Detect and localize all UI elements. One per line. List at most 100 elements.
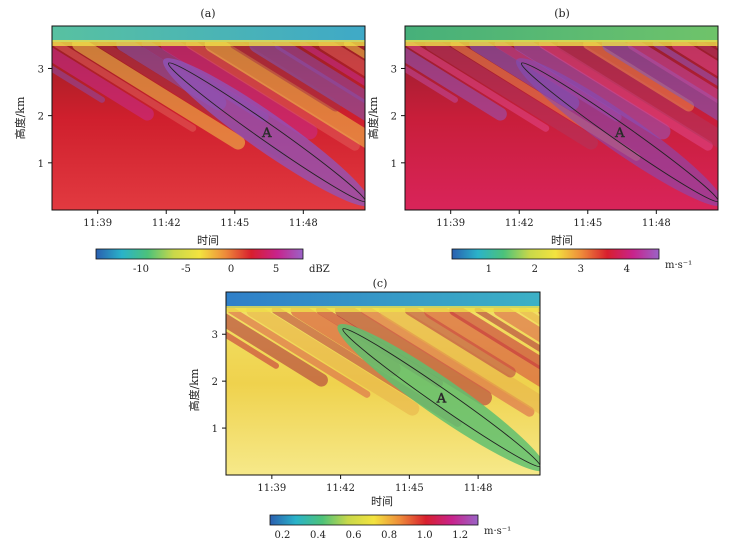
colorbar-tick-label: -5 <box>181 264 191 275</box>
field-streak <box>406 40 550 132</box>
colorbar-tick-label: 4 <box>624 264 630 275</box>
panel-a: (a) 11:39 11:42 11:45 11:48 1 2 3 时间 高度/km A -… <box>13 7 366 275</box>
plot-frame <box>51 25 366 211</box>
colorbar-tick-label: 1.2 <box>452 530 468 541</box>
x-tick-label: 11:42 <box>152 218 181 229</box>
field-streak <box>537 304 540 316</box>
field-streak <box>226 331 279 369</box>
y-tick-label: 2 <box>391 112 397 123</box>
colorbar-tick-label: 2 <box>532 264 538 275</box>
y-tick-label: 3 <box>212 330 218 341</box>
axis-ticks: 11:39 11:42 11:45 11:48 1 2 3 <box>391 64 671 229</box>
colorbar: 1 2 3 4 m·s⁻¹ <box>451 248 692 275</box>
field-streak <box>423 301 540 388</box>
cloud-top-band <box>405 26 718 42</box>
field-streak <box>601 35 718 121</box>
colorbar-tick-label: 0 <box>228 264 234 275</box>
field-streak <box>627 38 718 104</box>
x-tick-label: 11:48 <box>289 218 318 229</box>
field-streak <box>513 36 671 140</box>
cloud-top-edge <box>52 40 365 46</box>
heatmap-field <box>52 26 365 210</box>
field-streak <box>299 41 365 87</box>
feature-region <box>516 58 718 207</box>
field-streak <box>657 310 747 392</box>
colorbar-unit: m·s⁻¹ <box>484 526 511 537</box>
colorbar: 0.2 0.4 0.6 0.8 1.0 1.2 m·s⁻¹ <box>269 514 511 541</box>
field-streak <box>474 307 540 353</box>
field-streak <box>318 37 365 77</box>
colorbar: -10 -5 0 5 dBZ <box>95 248 330 275</box>
field-streak <box>449 304 540 370</box>
cloud-top-band <box>226 292 540 308</box>
y-tick-label: 3 <box>391 64 397 75</box>
field-streak <box>52 47 154 121</box>
x-tick-label: 11:42 <box>505 218 534 229</box>
feature-region <box>337 323 540 472</box>
field-streak <box>379 301 540 415</box>
field-streak <box>227 306 371 398</box>
panel-label: (c) <box>373 277 388 290</box>
panel-label: (a) <box>200 7 215 20</box>
x-tick-label: 11:48 <box>642 218 671 229</box>
field-streak <box>204 35 365 149</box>
field-streak <box>671 37 718 77</box>
colorbar-ramp <box>269 514 479 526</box>
annotation-ellipse <box>520 62 719 202</box>
colorbar-tick-label: 0.6 <box>346 530 362 541</box>
x-tick-label: 11:39 <box>257 483 286 494</box>
field-streak <box>538 39 713 151</box>
x-tick-label: 11:45 <box>573 218 602 229</box>
colorbar-ramp <box>451 248 660 260</box>
field-streak <box>590 310 747 418</box>
x-tick-label: 11:39 <box>83 218 112 229</box>
y-axis-title: 高度/km <box>13 96 27 139</box>
annotation-label: A <box>436 392 447 407</box>
x-tick-label: 11:39 <box>436 218 465 229</box>
annotation-label: A <box>261 126 272 141</box>
x-axis-title: 时间 <box>197 234 219 247</box>
colorbar-tick-label: 5 <box>273 264 279 275</box>
colorbar-tick-label: 0.4 <box>310 530 326 541</box>
field-streak <box>335 302 492 406</box>
field-streak <box>52 65 105 103</box>
colorbar-tick-label: 0.8 <box>381 530 397 541</box>
field-streak <box>405 47 507 121</box>
y-axis-title: 高度/km <box>366 96 380 139</box>
field-streak <box>246 303 420 416</box>
field-streak <box>230 38 342 112</box>
field-streak <box>583 38 695 112</box>
cloud-top-edge <box>226 306 540 312</box>
colorbar-unit: m·s⁻¹ <box>665 260 692 271</box>
field-streak <box>715 38 718 50</box>
y-tick-label: 1 <box>391 159 397 170</box>
annotation-ellipse-group: A <box>342 328 541 467</box>
plot-frame <box>404 25 719 211</box>
y-tick-label: 2 <box>38 112 44 123</box>
field-streak <box>635 310 745 378</box>
annotation-ellipse-group: A <box>520 62 719 202</box>
colorbar-tick-label: 1.0 <box>417 530 433 541</box>
field-streak <box>425 37 599 150</box>
field-streak <box>160 36 318 140</box>
field-streak <box>72 37 246 150</box>
field-streak <box>652 41 718 87</box>
cloud-top-band <box>52 26 365 42</box>
colorbar-ramp <box>95 248 304 260</box>
colorbar-tick-label: 0.2 <box>274 530 290 541</box>
annotation-ellipse <box>342 328 541 467</box>
annotation-ellipse-group: A <box>167 62 366 202</box>
y-tick-label: 1 <box>212 424 218 435</box>
colorbar-tick-label: -10 <box>133 264 149 275</box>
panel-b: (b) 11:39 11:42 11:45 11:48 1 2 3 时间 高度/km A 1… <box>366 7 719 275</box>
field-streak <box>557 35 718 149</box>
axis-ticks: 11:39 11:42 11:45 11:48 1 2 3 <box>212 330 493 494</box>
field-streak <box>53 40 197 132</box>
field-streak <box>248 35 365 121</box>
heatmap-field <box>226 292 747 475</box>
field-streak <box>404 304 516 378</box>
cloud-top-edge <box>405 40 718 46</box>
y-tick-label: 2 <box>212 377 218 388</box>
feature-region <box>163 58 365 207</box>
